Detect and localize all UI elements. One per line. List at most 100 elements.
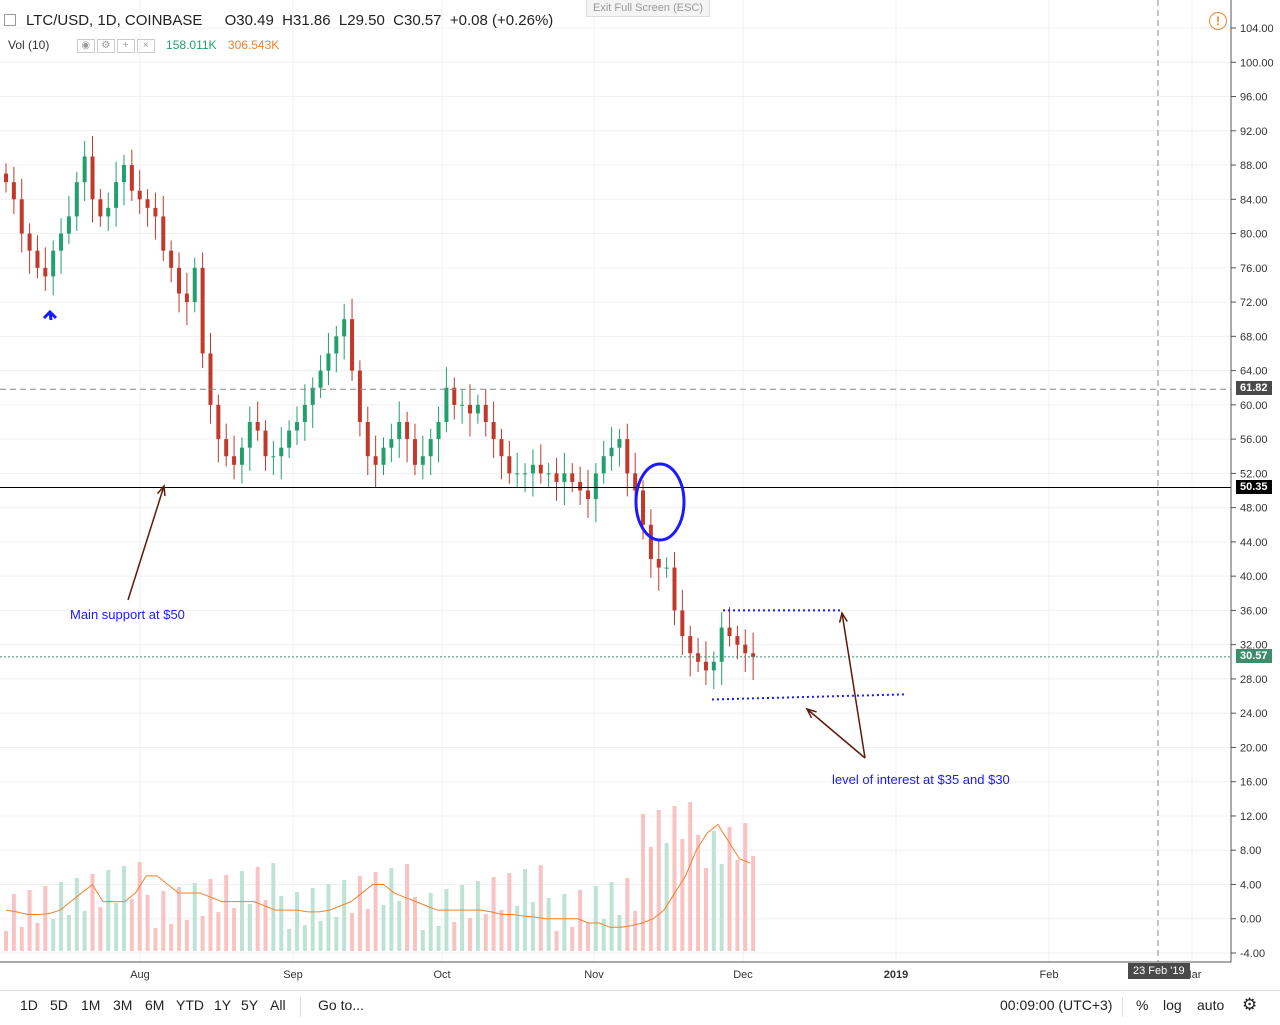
volume-bar — [90, 874, 95, 951]
y-tick-label: 104.00 — [1240, 23, 1274, 35]
candle-body — [546, 473, 551, 475]
volume-bar — [546, 898, 551, 951]
volume-legend: Vol (10) ◉ ⚙ + × 158.011K 306.543K — [8, 38, 279, 53]
candle-body — [177, 267, 182, 294]
range-button-1d[interactable]: 1D — [20, 997, 38, 1013]
volume-bar — [483, 914, 488, 951]
candle-body — [507, 456, 512, 474]
volume-bar — [530, 902, 535, 951]
auto-toggle[interactable]: auto — [1197, 997, 1225, 1013]
alert-icon[interactable]: ! — [1209, 12, 1227, 30]
volume-bar — [106, 870, 111, 951]
volume-bar — [232, 908, 237, 951]
candle-body — [114, 182, 119, 208]
candle-body — [350, 319, 355, 371]
candle-body — [169, 250, 174, 268]
log-toggle[interactable]: log — [1163, 997, 1182, 1013]
candle-body — [680, 610, 685, 637]
volume-bar — [507, 873, 512, 951]
y-tick-label: 96.00 — [1240, 92, 1268, 104]
candle-body — [106, 207, 111, 217]
gear-icon[interactable]: ⚙ — [1242, 995, 1258, 1014]
candle-body — [192, 267, 197, 303]
y-tick-label: 28.00 — [1240, 674, 1268, 686]
y-tick-label: 36.00 — [1240, 605, 1268, 617]
volume-bar — [239, 871, 244, 951]
volume-bar — [593, 886, 598, 951]
volume-bar — [727, 827, 732, 951]
support-arrow — [127, 485, 165, 601]
volume-bar — [688, 802, 693, 951]
y-tick-label: 60.00 — [1240, 400, 1268, 412]
volume-bar — [129, 899, 134, 951]
y-tick-label: 76.00 — [1240, 263, 1268, 275]
candle-body — [310, 387, 315, 405]
volume-bar — [625, 878, 630, 951]
candle-body — [51, 250, 56, 277]
support-arrow-head — [156, 484, 166, 497]
volume-bar — [216, 912, 221, 951]
timezone-button[interactable]: 00:09:00 (UTC+3) — [1000, 997, 1113, 1013]
range-button-5y[interactable]: 5Y — [241, 997, 259, 1013]
candle-body — [98, 199, 103, 217]
volume-bar — [680, 839, 685, 951]
candle-body — [294, 421, 299, 431]
candle-body — [578, 481, 583, 491]
settings-icon[interactable]: ⚙ — [96, 38, 115, 53]
candle-body — [318, 370, 323, 388]
close-icon[interactable]: × — [136, 38, 155, 53]
candle-body — [381, 447, 386, 465]
candle-body — [523, 473, 528, 475]
candle-body — [688, 636, 693, 654]
goto-button[interactable]: Go to... — [318, 997, 364, 1013]
divider — [1122, 997, 1123, 1017]
volume-bar — [381, 905, 386, 951]
range-button-3m[interactable]: 3M — [113, 997, 133, 1013]
candle-body — [585, 490, 590, 500]
volume-label[interactable]: Vol (10) — [8, 38, 50, 52]
low-label: L — [338, 12, 348, 29]
volume-bar — [515, 906, 520, 951]
volume-bar — [719, 864, 724, 951]
range-button-1y[interactable]: 1Y — [214, 997, 232, 1013]
y-tick-label: 68.00 — [1240, 331, 1268, 343]
candle-body — [428, 439, 433, 457]
price-chart[interactable]: 104.00 100.00 96.00 92.00 88.00 84.00 80.00 76.… — [0, 0, 1280, 990]
y-tick-label: 84.00 — [1240, 194, 1268, 206]
range-button-6m[interactable]: 6M — [145, 997, 165, 1013]
range-button-all[interactable]: All — [270, 997, 286, 1013]
eye-icon[interactable]: ◉ — [76, 38, 95, 53]
volume-bar — [326, 884, 331, 951]
volume-bar — [751, 856, 756, 951]
volume-bar — [570, 927, 575, 951]
exit-fullscreen-button[interactable]: Exit Full Screen (ESC) — [586, 0, 711, 17]
candle-body — [247, 421, 252, 448]
y-tick-label: 88.00 — [1240, 160, 1268, 172]
collapse-icon[interactable] — [4, 14, 16, 26]
percent-toggle[interactable]: % — [1136, 997, 1149, 1013]
y-tick-label: 20.00 — [1240, 742, 1268, 754]
crosshair-date-tag: 23 Feb '19 — [1128, 963, 1190, 979]
volume-bar — [412, 897, 417, 951]
candle-body — [562, 473, 567, 482]
volume-bar — [177, 887, 182, 951]
symbol-title[interactable]: LTC/USD, 1D, COINBASE — [26, 12, 203, 29]
candle-body — [397, 421, 402, 440]
range-button-1m[interactable]: 1M — [81, 997, 101, 1013]
candle-body — [43, 267, 48, 277]
volume-bar — [397, 901, 402, 951]
volume-bar — [82, 911, 87, 951]
y-tick-label: 52.00 — [1240, 468, 1268, 480]
volume-bar — [735, 860, 740, 951]
open-label: O — [224, 12, 237, 29]
candle-body — [475, 404, 480, 414]
range-button-ytd[interactable]: YTD — [176, 997, 204, 1013]
add-icon[interactable]: + — [116, 38, 135, 53]
volume-bar — [287, 929, 292, 951]
candle-body — [255, 421, 260, 431]
volume-bar — [334, 917, 339, 951]
range-button-5d[interactable]: 5D — [50, 997, 68, 1013]
close-label: C — [393, 12, 404, 29]
volume-bar — [444, 889, 449, 951]
volume-bar — [247, 904, 252, 951]
